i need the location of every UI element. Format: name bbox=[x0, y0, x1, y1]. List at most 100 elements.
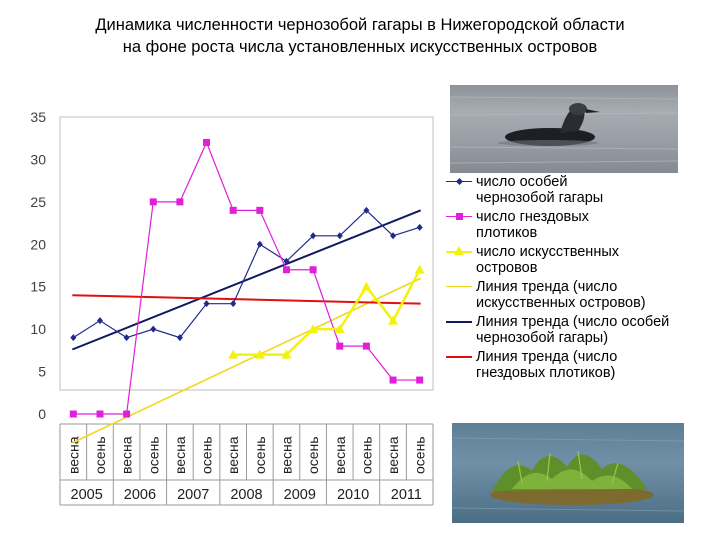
year-label: 2006 bbox=[124, 487, 156, 503]
x-tick-label: весна bbox=[385, 436, 401, 474]
data-point bbox=[176, 334, 183, 342]
data-point bbox=[230, 300, 237, 308]
data-point bbox=[283, 257, 290, 265]
data-point bbox=[414, 264, 425, 274]
legend-label-line1: Линия тренда (число bbox=[476, 349, 618, 365]
data-point bbox=[388, 315, 399, 325]
data-point bbox=[203, 300, 210, 308]
loon-illustration bbox=[450, 96, 678, 164]
data-point bbox=[281, 349, 292, 359]
y-tick-label: 0 bbox=[38, 406, 46, 422]
x-tick-label: весна bbox=[65, 436, 81, 474]
x-tick-label: весна bbox=[119, 436, 135, 474]
data-point bbox=[363, 206, 370, 214]
data-point bbox=[229, 206, 237, 214]
y-tick-label: 10 bbox=[30, 321, 46, 337]
data-point bbox=[176, 198, 184, 206]
x-tick-label: осень bbox=[145, 436, 161, 474]
data-point bbox=[70, 334, 77, 342]
year-label: 2005 bbox=[71, 487, 103, 503]
data-point bbox=[309, 266, 317, 274]
year-label: 2010 bbox=[337, 487, 369, 503]
chart-title: Динамика численности чернозобой гагары в… bbox=[0, 14, 720, 58]
data-point bbox=[310, 232, 317, 240]
data-point bbox=[150, 325, 157, 333]
legend-item-loon-count: число особей чернозобой гагары bbox=[444, 174, 716, 206]
data-point bbox=[256, 206, 264, 214]
data-point bbox=[123, 410, 131, 418]
x-tick-label: весна bbox=[278, 436, 294, 474]
x-tick-label: весна bbox=[332, 436, 348, 474]
series-line bbox=[233, 269, 421, 356]
data-point bbox=[334, 324, 345, 334]
data-point bbox=[416, 223, 423, 231]
legend-label-line1: Линия тренда (число bbox=[476, 279, 618, 295]
x-tick-label: осень bbox=[252, 436, 268, 474]
data-point bbox=[96, 410, 104, 418]
data-point bbox=[69, 410, 77, 418]
data-point bbox=[389, 376, 397, 384]
legend-item-trend-islands: Линия тренда (число искусственных острово… bbox=[444, 279, 716, 311]
y-tick-label: 25 bbox=[30, 194, 46, 210]
x-tick-label: осень bbox=[199, 436, 215, 474]
data-point bbox=[254, 349, 265, 359]
data-point bbox=[282, 266, 290, 274]
data-point bbox=[390, 232, 397, 240]
data-point bbox=[203, 138, 211, 146]
year-label: 2011 bbox=[391, 487, 422, 503]
x-tick-label: весна bbox=[172, 436, 188, 474]
loon-photo bbox=[450, 85, 678, 173]
legend-item-trend-loons: Линия тренда (число особей чернозобой гаг… bbox=[444, 314, 716, 346]
legend-swatch bbox=[446, 321, 472, 323]
trend-line bbox=[72, 294, 421, 305]
year-label: 2008 bbox=[230, 487, 262, 503]
data-point bbox=[123, 334, 130, 342]
year-label: 2007 bbox=[177, 487, 209, 503]
data-point bbox=[416, 376, 424, 384]
y-tick-label: 35 bbox=[30, 109, 46, 125]
chart-legend: число особей чернозобой гагары число гнезд… bbox=[444, 174, 716, 384]
trend-line bbox=[71, 277, 422, 444]
legend-item-raft-count: число гнездовых плотиков bbox=[444, 209, 716, 241]
title-line-2: на фоне роста числа установленных искусс… bbox=[122, 38, 598, 56]
island-illustration bbox=[452, 437, 684, 512]
title-line-1: Динамика численности чернозобой гагары в… bbox=[95, 16, 625, 34]
y-tick-label: 5 bbox=[38, 364, 46, 380]
legend-label-line1: Линия тренда (число особей bbox=[476, 314, 670, 330]
x-tick-label: весна bbox=[225, 436, 241, 474]
legend-label-line1: число гнездовых bbox=[476, 209, 589, 225]
legend-label-line1: число особей bbox=[476, 174, 568, 190]
legend-item-island-count: число искусственных островов bbox=[444, 244, 716, 276]
legend-swatch bbox=[446, 286, 472, 287]
y-tick-label: 20 bbox=[30, 236, 46, 252]
legend-label-line2: чернозобой гагары) bbox=[476, 330, 609, 346]
x-tick-label: осень bbox=[412, 436, 428, 474]
legend-marker bbox=[455, 177, 464, 186]
legend-label-line2: гнездовых плотиков) bbox=[476, 365, 616, 381]
legend-marker bbox=[456, 213, 463, 220]
y-tick-label: 15 bbox=[30, 279, 46, 295]
data-point bbox=[149, 198, 157, 206]
legend-label-line2: чернозобой гагары bbox=[476, 190, 604, 206]
data-point bbox=[362, 342, 370, 350]
legend-swatch bbox=[446, 356, 472, 358]
data-point bbox=[336, 232, 343, 240]
series-line bbox=[73, 140, 420, 415]
data-point bbox=[361, 281, 372, 291]
legend-item-trend-rafts: Линия тренда (число гнездовых плотиков) bbox=[444, 349, 716, 381]
x-tick-label: осень bbox=[92, 436, 108, 474]
x-tick-label: осень bbox=[358, 436, 374, 474]
data-point bbox=[96, 317, 103, 325]
legend-label-line2: плотиков bbox=[476, 225, 538, 241]
legend-label-line2: островов bbox=[476, 260, 538, 276]
data-point bbox=[256, 240, 263, 248]
island-photo bbox=[452, 423, 684, 523]
y-tick-label: 30 bbox=[30, 151, 46, 167]
x-tick-label: осень bbox=[305, 436, 321, 474]
data-point bbox=[228, 349, 239, 359]
series-line bbox=[72, 209, 420, 339]
legend-marker bbox=[454, 246, 464, 255]
data-point bbox=[336, 342, 344, 350]
year-label: 2009 bbox=[284, 487, 316, 503]
